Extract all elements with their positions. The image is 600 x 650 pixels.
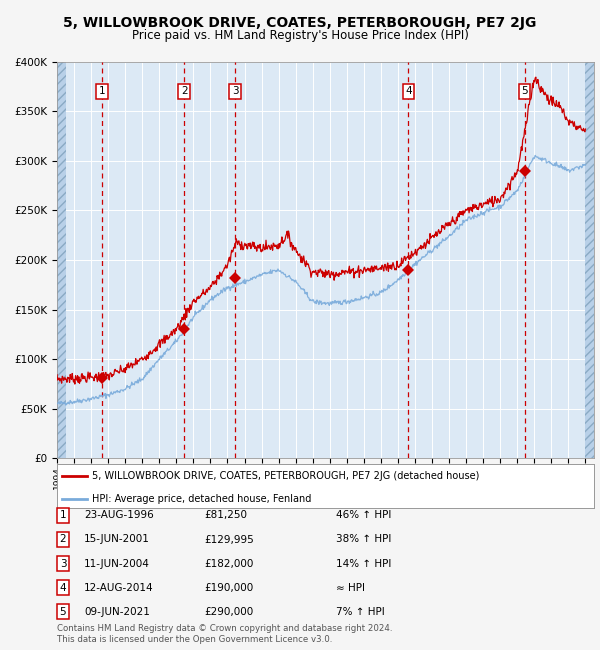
Text: 2: 2 [181,86,187,96]
Bar [586,62,595,458]
Text: 4: 4 [59,582,67,593]
Text: £190,000: £190,000 [204,582,253,593]
Bar [57,62,67,458]
Text: 5, WILLOWBROOK DRIVE, COATES, PETERBOROUGH, PE7 2JG: 5, WILLOWBROOK DRIVE, COATES, PETERBOROU… [64,16,536,31]
Text: £182,000: £182,000 [204,558,253,569]
Text: 5: 5 [59,606,67,617]
Text: 15-JUN-2001: 15-JUN-2001 [84,534,150,545]
Text: 3: 3 [59,558,67,569]
Text: Price paid vs. HM Land Registry's House Price Index (HPI): Price paid vs. HM Land Registry's House … [131,29,469,42]
Text: 5: 5 [521,86,528,96]
Text: Contains HM Land Registry data © Crown copyright and database right 2024.
This d: Contains HM Land Registry data © Crown c… [57,624,392,644]
Text: 11-JUN-2004: 11-JUN-2004 [84,558,150,569]
Text: £290,000: £290,000 [204,606,253,617]
Text: £129,995: £129,995 [204,534,254,545]
Text: 12-AUG-2014: 12-AUG-2014 [84,582,154,593]
Text: 1: 1 [99,86,106,96]
Text: 7% ↑ HPI: 7% ↑ HPI [336,606,385,617]
Text: 23-AUG-1996: 23-AUG-1996 [84,510,154,521]
Text: 3: 3 [232,86,238,96]
Text: 09-JUN-2021: 09-JUN-2021 [84,606,150,617]
Text: 14% ↑ HPI: 14% ↑ HPI [336,558,391,569]
Text: £81,250: £81,250 [204,510,247,521]
Text: 38% ↑ HPI: 38% ↑ HPI [336,534,391,545]
Text: 2: 2 [59,534,67,545]
Text: 4: 4 [405,86,412,96]
Text: 1: 1 [59,510,67,521]
Text: 5, WILLOWBROOK DRIVE, COATES, PETERBOROUGH, PE7 2JG (detached house): 5, WILLOWBROOK DRIVE, COATES, PETERBOROU… [92,471,479,482]
Text: 46% ↑ HPI: 46% ↑ HPI [336,510,391,521]
Text: ≈ HPI: ≈ HPI [336,582,365,593]
Text: HPI: Average price, detached house, Fenland: HPI: Average price, detached house, Fenl… [92,493,311,504]
